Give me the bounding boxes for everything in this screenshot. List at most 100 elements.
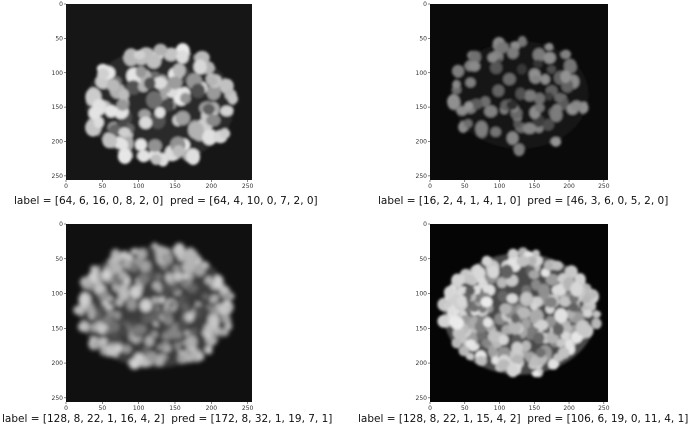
cell-nucleus [186, 283, 198, 293]
pred-value: pred = [64, 4, 10, 0, 7, 2, 0] [169, 195, 318, 207]
cell-nucleus [205, 345, 213, 355]
y-tick-label: 0 [423, 221, 427, 228]
cell-nucleus [144, 335, 154, 347]
cell-nucleus [146, 91, 163, 109]
image-panel-top-right: 0 50 100 150 200 250 0 50 100 150 200 250 [416, 0, 620, 190]
x-tick-label: 0 [428, 183, 432, 190]
y-tick-label: 0 [59, 1, 63, 8]
cell-nucleus [151, 306, 158, 313]
cell-nucleus [166, 262, 177, 274]
cell-nucleus [153, 43, 168, 56]
x-tick-label: 100 [133, 183, 145, 190]
cell-nucleus [508, 319, 522, 335]
cell-nucleus [206, 76, 218, 86]
y-tick-label: 200 [52, 360, 64, 367]
cell-nucleus [173, 264, 181, 273]
cell-nucleus [94, 312, 102, 320]
cell-nucleus [135, 66, 147, 79]
cell-nucleus [475, 355, 487, 366]
x-tick-label: 100 [494, 405, 506, 412]
y-tick-label: 150 [416, 104, 428, 111]
cell-nucleus [499, 303, 512, 315]
cell-nucleus [115, 298, 124, 307]
cell-nucleus [108, 124, 122, 136]
y-tick-label: 250 [52, 395, 64, 402]
cell-nucleus [506, 293, 518, 304]
x-tick-label: 150 [169, 405, 181, 412]
cell-nucleus [182, 273, 189, 279]
cell-nucleus [118, 287, 130, 300]
cell-nucleus [181, 261, 194, 274]
cell-nucleus [475, 121, 488, 136]
cell-nucleus [175, 111, 190, 126]
cell-nucleus [202, 129, 218, 145]
cell-nucleus [570, 100, 583, 111]
cell-nucleus [152, 76, 167, 89]
cell-nucleus [156, 344, 164, 350]
x-tick-label: 100 [494, 183, 506, 190]
label-value: label = [64, 6, 16, 0, 8, 2, 0] [14, 195, 164, 207]
cell-nucleus [206, 114, 221, 127]
cell-nucleus [481, 255, 492, 266]
cell-nucleus [497, 359, 511, 371]
cell-nucleus [535, 348, 546, 358]
cell-nucleus [191, 83, 206, 98]
cell-nucleus [554, 308, 568, 323]
cell-nucleus [548, 358, 559, 370]
cell-nucleus [106, 79, 120, 92]
cell-nucleus [534, 93, 545, 104]
cell-nucleus [220, 328, 229, 337]
cell-nucleus [544, 42, 554, 51]
cell-nucleus [206, 84, 221, 100]
y-tick-label: 100 [416, 70, 428, 77]
cell-nucleus [465, 339, 476, 348]
cell-nucleus [498, 334, 509, 345]
x-tick-label: 200 [206, 405, 218, 412]
cell-nucleus [102, 269, 111, 280]
cell-nucleus [201, 261, 209, 269]
cell-nucleus [107, 309, 115, 317]
y-tick-label: 150 [416, 325, 428, 332]
cell-nucleus [184, 352, 196, 363]
cell-nucleus [136, 248, 147, 260]
cell-nucleus [140, 358, 151, 368]
cell-nucleus [163, 47, 179, 61]
cell-nucleus [588, 290, 598, 299]
x-tick-label: 200 [563, 405, 575, 412]
cell-nucleus [537, 283, 550, 296]
x-tick-label: 0 [428, 405, 432, 412]
cell-nucleus [547, 65, 556, 74]
cell-nucleus [104, 328, 112, 334]
cell-nucleus [582, 309, 593, 318]
cell-nucleus [213, 280, 223, 289]
cell-nucleus [487, 330, 502, 343]
cell-nucleus [517, 35, 527, 47]
x-tick-label: 150 [529, 183, 541, 190]
cell-nucleus [545, 274, 559, 286]
cell-nucleus [120, 335, 130, 344]
cell-nucleus [118, 127, 131, 138]
cell-nucleus [563, 324, 573, 333]
cell-nucleus [102, 315, 114, 325]
cell-nucleus [136, 335, 143, 343]
cell-nucleus [133, 50, 146, 60]
cell-nucleus [464, 102, 474, 111]
cell-nucleus [154, 107, 166, 118]
cell-nucleus [523, 90, 536, 102]
cell-nucleus [552, 323, 564, 336]
cell-nucleus [122, 259, 132, 269]
cell-nucleus [118, 88, 130, 101]
cell-nucleus [496, 42, 509, 53]
cell-nucleus [77, 321, 90, 332]
cell-nucleus [130, 262, 139, 272]
cell-nucleus [99, 348, 108, 356]
cell-nucleus [448, 316, 460, 327]
cell-nucleus [483, 317, 493, 328]
y-tick-label: 200 [52, 139, 64, 146]
cell-nucleus [513, 120, 522, 128]
cell-nucleus [487, 52, 498, 63]
cell-nucleus [161, 98, 174, 112]
image-panel-bottom-right: 0 50 100 150 200 250 0 50 100 150 200 250 [416, 221, 620, 412]
x-tick-label: 150 [169, 183, 181, 190]
